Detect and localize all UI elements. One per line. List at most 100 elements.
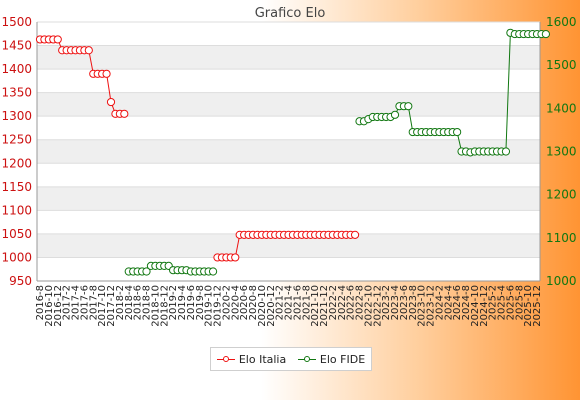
y-right-tick-label: 1400	[546, 101, 577, 115]
x-tick-label: 2018-10	[150, 285, 161, 327]
x-tick-label: 2016-10	[44, 285, 55, 327]
data-point-elo-fide	[404, 102, 413, 111]
x-tick-label: 2024-8	[461, 285, 472, 320]
x-tick-label: 2021-4	[284, 285, 295, 320]
y-right-tick-label: 1200	[546, 188, 577, 202]
x-tick-label: 2023-12	[426, 285, 437, 327]
legend-label-elo-italia: Elo Italia	[238, 352, 287, 366]
y-left-tick-label: 1450	[1, 39, 32, 53]
legend-swatch-red-icon	[216, 355, 235, 363]
x-tick-label: 2022-4	[337, 285, 348, 320]
data-point-elo-fide	[142, 267, 151, 276]
x-tick-label: 2018-4	[124, 285, 135, 320]
legend-item-elo-fide[interactable]: Elo FIDE	[297, 352, 366, 366]
plot-band	[37, 139, 540, 164]
y-right-tick-label: 1100	[546, 231, 577, 245]
x-tick-label: 2023-6	[399, 285, 410, 320]
x-tick-label: 2020-6	[239, 285, 250, 320]
data-point-elo-italia	[53, 35, 62, 44]
x-tick-label: 2025-10	[523, 285, 534, 327]
x-tick-label: 2022-12	[372, 285, 383, 327]
data-point-elo-fide	[208, 267, 218, 276]
x-tick-label: 2024-2	[434, 285, 445, 320]
series-layer	[35, 28, 550, 276]
x-tick-label: 2025-6	[505, 285, 516, 320]
y-left-tick-label: 1250	[1, 133, 32, 147]
x-tick-label: 2019-2	[168, 285, 179, 320]
x-tick-label: 2020-2	[221, 285, 232, 320]
plot-band	[37, 186, 540, 211]
data-point-elo-fide	[453, 127, 462, 137]
y-left-tick-label: 1150	[1, 180, 32, 194]
data-point-elo-italia	[120, 109, 129, 118]
y-left-tick-label: 950	[9, 274, 32, 288]
y-right-tick-label: 1500	[546, 58, 577, 72]
y-axis-left: 950 1000 1050 1100 1150 1200 1250 1300 1350 1400 1…	[1, 15, 38, 288]
x-tick-label: 2018-6	[133, 285, 144, 320]
x-tick-label: 2018-12	[159, 285, 170, 327]
x-tick-label: 2025-12	[532, 285, 543, 327]
x-tick-label: 2021-12	[319, 285, 330, 327]
x-tick-label: 2017-4	[71, 285, 82, 320]
data-point-elo-italia	[350, 230, 360, 239]
x-tick-label: 2020-4	[230, 285, 241, 320]
y-left-tick-label: 1350	[1, 86, 32, 100]
plot-band	[37, 233, 540, 258]
x-tick-label: 2017-8	[88, 285, 99, 320]
y-right-tick-label: 1600	[546, 15, 577, 29]
x-tick-label: 2023-4	[390, 285, 401, 320]
x-tick-label: 2023-2	[381, 285, 392, 320]
y-axis-right: 1000 1100 1200 1300 1400 1500 1600	[539, 15, 577, 288]
data-point-elo-italia	[106, 97, 116, 107]
x-tick-label: 2019-8	[195, 285, 206, 320]
data-point-elo-italia	[84, 46, 93, 55]
x-tick-label: 2024-12	[479, 285, 490, 327]
x-tick-label: 2018-8	[142, 285, 153, 320]
data-point-elo-italia	[231, 253, 240, 262]
data-point-elo-fide	[390, 110, 400, 119]
x-tick-label: 2017-12	[106, 285, 117, 327]
x-tick-label: 2025-8	[514, 285, 525, 320]
plot-band	[37, 92, 540, 117]
x-tick-label: 2022-2	[328, 285, 339, 320]
x-tick-label: 2017-6	[79, 285, 90, 320]
x-tick-label: 2018-2	[115, 285, 126, 320]
x-tick-label: 2024-10	[470, 285, 481, 327]
legend-swatch-green-icon	[297, 355, 316, 363]
x-tick-label: 2019-4	[177, 285, 188, 320]
y-left-tick-label: 1200	[1, 156, 32, 170]
x-tick-label: 2017-10	[97, 285, 108, 327]
x-tick-label: 2019-6	[186, 285, 197, 320]
data-point-elo-fide	[501, 147, 511, 156]
x-tick-label: 2023-8	[408, 285, 419, 320]
x-tick-label: 2021-8	[301, 285, 312, 320]
plot-band	[37, 45, 540, 70]
y-left-tick-label: 1400	[1, 62, 32, 76]
y-left-tick-label: 1000	[1, 250, 32, 264]
legend-label-elo-fide: Elo FIDE	[319, 352, 366, 366]
x-tick-label: 2024-4	[443, 285, 454, 320]
x-tick-label: 2017-2	[62, 285, 73, 320]
legend: Elo Italia Elo FIDE	[210, 347, 372, 371]
y-right-tick-label: 1000	[546, 274, 577, 288]
x-tick-label: 2019-12	[213, 285, 224, 327]
x-tick-label: 2022-10	[363, 285, 374, 327]
data-point-elo-italia	[102, 69, 111, 78]
y-left-tick-label: 1100	[1, 203, 32, 217]
chart-title: Grafico Elo	[255, 6, 326, 21]
x-tick-label: 2021-10	[310, 285, 321, 327]
x-tick-label: 2022-6	[346, 285, 357, 320]
legend-item-elo-italia[interactable]: Elo Italia	[216, 352, 287, 366]
x-tick-label: 2024-6	[452, 285, 463, 320]
x-tick-label: 2016-12	[53, 285, 64, 327]
x-tick-label: 2020-8	[248, 285, 259, 320]
x-tick-label: 2020-10	[257, 285, 268, 327]
x-axis: 2016-82016-102016-122017-22017-42017-620…	[35, 280, 543, 327]
x-tick-label: 2016-8	[35, 285, 46, 320]
x-tick-label: 2019-10	[204, 285, 215, 327]
x-tick-label: 2021-2	[275, 285, 286, 320]
x-tick-label: 2020-12	[266, 285, 277, 327]
y-left-tick-label: 1300	[1, 109, 32, 123]
y-right-tick-label: 1300	[546, 145, 577, 159]
